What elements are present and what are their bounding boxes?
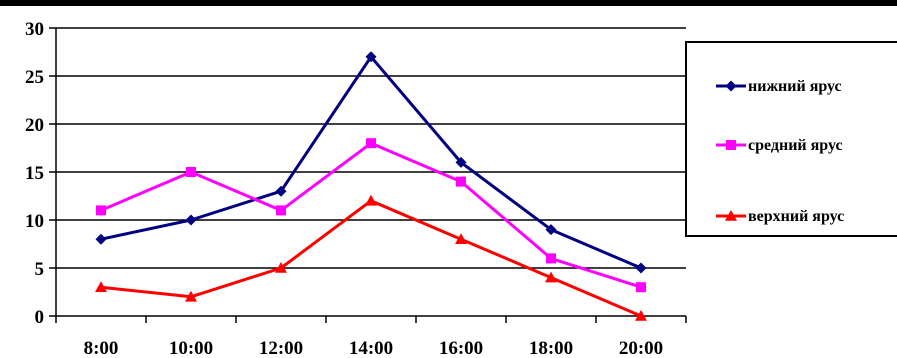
- x-tick-label: 10:00: [169, 338, 213, 358]
- data-point: [365, 194, 377, 206]
- legend-marker: [725, 210, 737, 221]
- data-point: [275, 262, 287, 273]
- data-point: [546, 253, 556, 264]
- y-tick-label: 10: [25, 211, 44, 232]
- data-point: [545, 224, 557, 236]
- y-tick-label: 5: [35, 259, 45, 280]
- x-tick-label: 16:00: [439, 338, 483, 358]
- legend-label: средний ярус: [748, 137, 843, 154]
- series-line: [100, 141, 642, 289]
- legend-marker: [725, 80, 737, 92]
- y-tick-label: 0: [35, 307, 45, 328]
- y-tick-label: 15: [25, 163, 44, 184]
- y-tick-label: 25: [25, 67, 44, 88]
- legend-item: нижний ярус: [716, 78, 842, 95]
- series-1: [95, 51, 647, 274]
- data-point: [635, 262, 647, 274]
- data-point: [185, 214, 197, 226]
- legend-label: верхний ярус: [748, 208, 844, 225]
- series-2: [96, 138, 646, 293]
- data-point: [455, 156, 467, 168]
- legend-label: нижний ярус: [748, 78, 842, 95]
- series-line: [100, 199, 642, 318]
- data-point: [95, 281, 107, 292]
- series: [95, 51, 647, 321]
- series-3: [95, 194, 647, 321]
- data-point: [276, 205, 286, 216]
- page-top-border: [0, 0, 897, 6]
- data-point: [96, 205, 106, 216]
- x-tick-label: 8:00: [84, 338, 119, 358]
- data-point: [455, 233, 467, 244]
- legend-item: верхний ярус: [716, 208, 844, 225]
- y-axis-tick-labels: 0 5 10 15 20 25 30: [25, 19, 44, 328]
- data-point: [186, 167, 196, 177]
- data-point: [95, 233, 107, 245]
- series-line: [100, 55, 642, 270]
- data-point: [185, 290, 197, 302]
- axes: [49, 27, 687, 323]
- data-point: [545, 271, 557, 283]
- y-tick-label: 30: [25, 19, 44, 40]
- x-tick-label: 20:00: [619, 338, 663, 358]
- data-point: [366, 138, 376, 149]
- legend-box: [685, 41, 897, 237]
- legend: нижний ярус средний ярус верхний ярус: [685, 41, 897, 237]
- x-axis-tick-labels: 8:00 10:00 12:00 14:00 16:00 18:00 20:00: [84, 338, 664, 358]
- x-tick-label: 18:00: [529, 338, 573, 358]
- data-point: [365, 51, 377, 63]
- legend-marker: [726, 140, 736, 150]
- data-point: [456, 176, 466, 187]
- x-tick-label: 14:00: [349, 338, 393, 358]
- data-point: [635, 310, 647, 321]
- y-tick-label: 20: [25, 115, 44, 136]
- legend-item: средний ярус: [716, 137, 843, 154]
- data-point: [275, 185, 287, 197]
- data-point: [636, 282, 646, 293]
- x-tick-label: 12:00: [259, 338, 303, 358]
